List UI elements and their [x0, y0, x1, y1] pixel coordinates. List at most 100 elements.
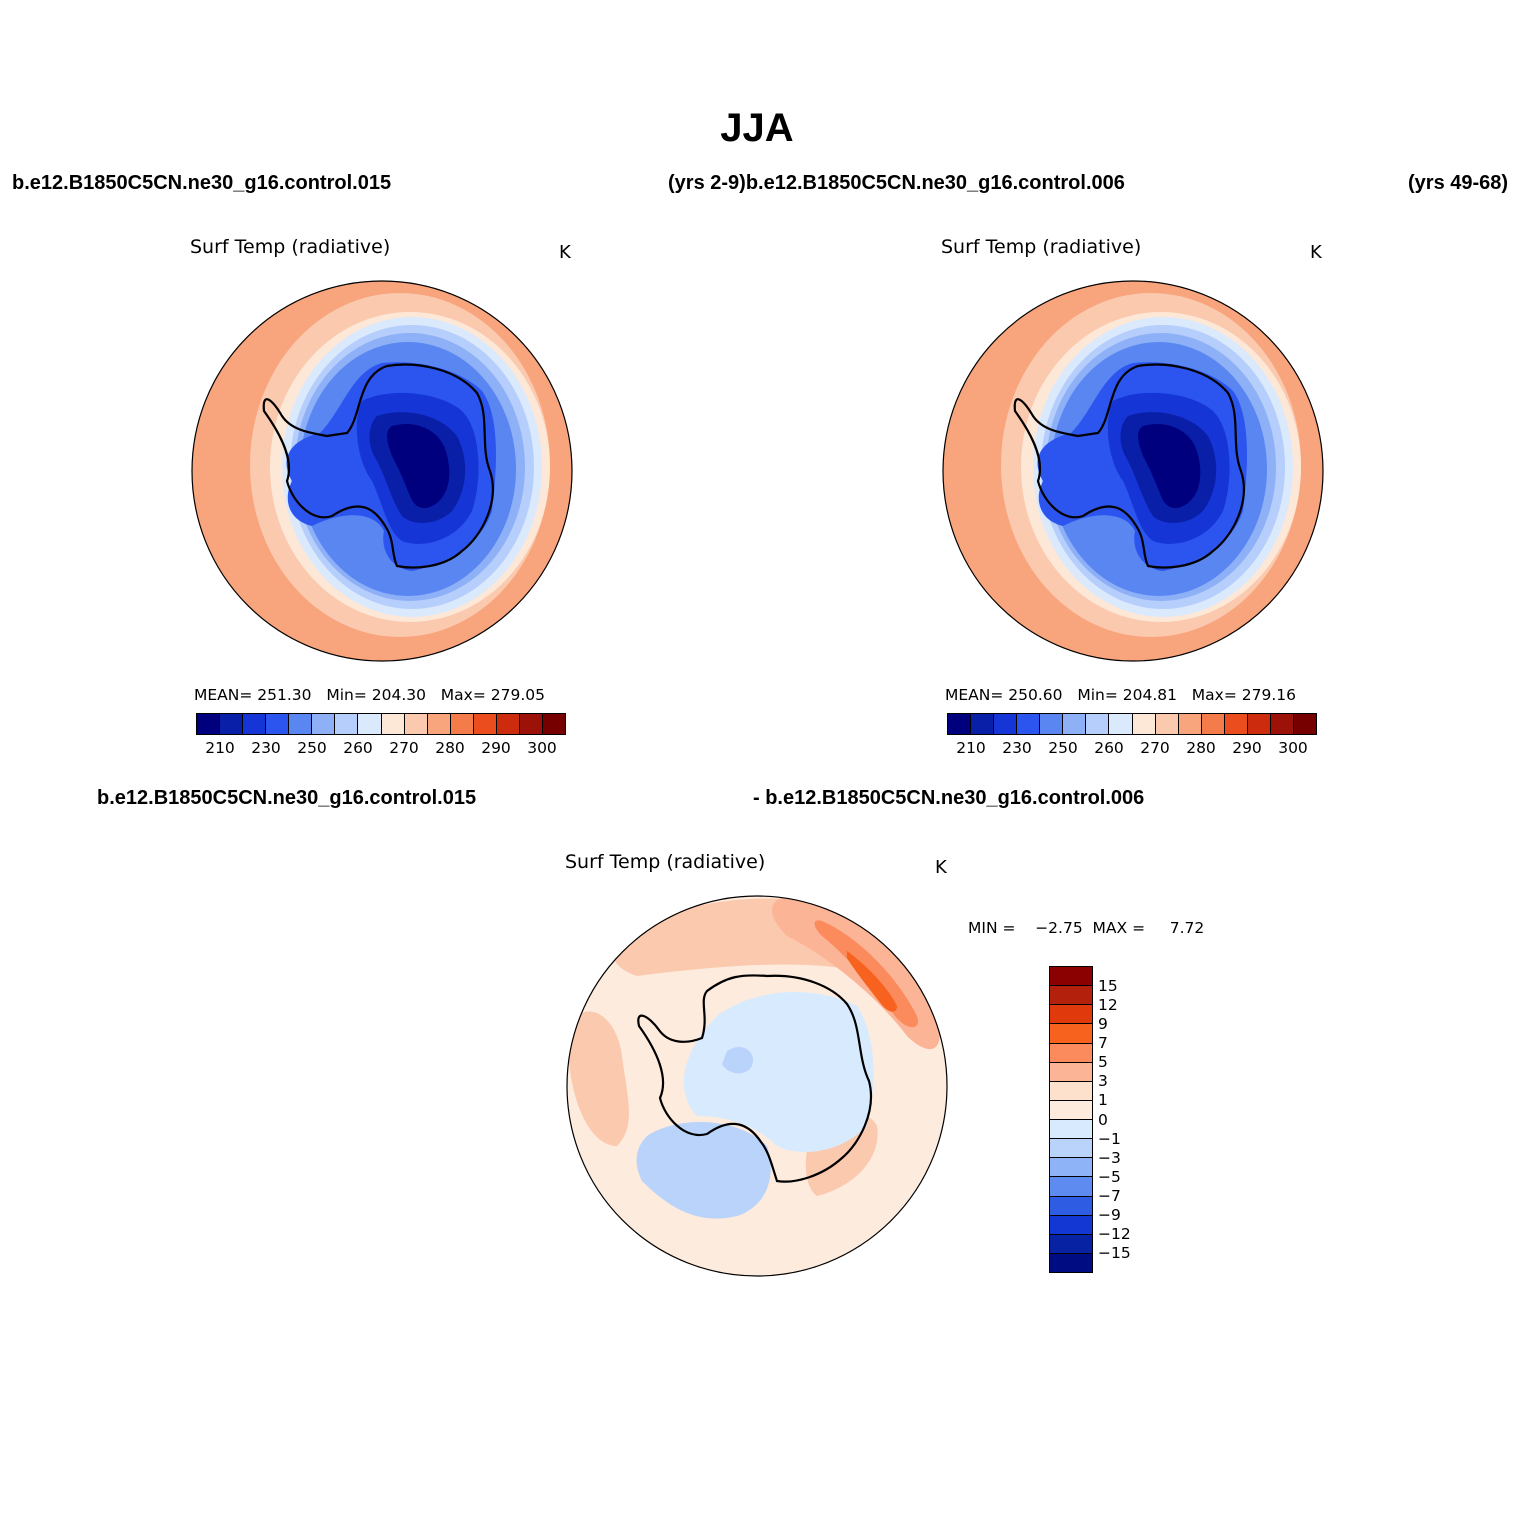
panel2-mean-value: 250.60	[1008, 686, 1063, 704]
panel2-colorbar-swatch	[1201, 714, 1225, 734]
diff-colorbar-swatch	[1050, 967, 1092, 987]
diff-colorbar-tick-label: −15	[1098, 1243, 1131, 1262]
diff-colorbar-swatch	[1050, 986, 1092, 1006]
panel1-colorbar-swatch	[358, 714, 382, 734]
panel1-map-border	[191, 280, 573, 662]
panel2-colorbar	[947, 713, 1317, 735]
diff-colorbar-tick-label: 5	[1098, 1053, 1108, 1072]
panel1-colorbar-swatch	[266, 714, 290, 734]
panel1-colorbar-swatch	[542, 714, 565, 734]
panel2-colorbar-tick-label: 210	[956, 739, 986, 757]
diff-colorbar-swatch	[1050, 1177, 1092, 1197]
diff-map-border	[566, 895, 948, 1277]
diff-colorbar-tick-label: −1	[1098, 1129, 1121, 1148]
panel2-colorbar-swatch	[948, 714, 972, 734]
panel1-colorbar-swatch	[312, 714, 336, 734]
panel2-colorbar-tick-label: 280	[1186, 739, 1216, 757]
panel1-colorbar-tick-label: 290	[481, 739, 511, 757]
diff-contour-neg3	[636, 1122, 771, 1219]
panel2-colorbar-tick-label: 230	[1002, 739, 1032, 757]
panel2-colorbar-swatch	[1178, 714, 1202, 734]
panel1-title: Surf Temp (radiative)	[190, 236, 391, 258]
panel1-max-label: Max=	[440, 686, 486, 704]
panel2-colorbar-swatch	[1109, 714, 1133, 734]
diff-colorbar-swatch	[1050, 1100, 1092, 1120]
panel2-colorbar-swatch	[1247, 714, 1271, 734]
panel1-colorbar-swatch	[427, 714, 451, 734]
diff-panel-units: K	[935, 857, 947, 878]
diff-stats: MIN = −2.75 MAX = 7.72	[968, 919, 1204, 937]
diff-colorbar-tick-label: 3	[1098, 1072, 1108, 1091]
diff-colorbar-swatch	[1050, 1005, 1092, 1025]
panel2-colorbar-swatch	[1132, 714, 1156, 734]
panel2-min-value: 204.81	[1122, 686, 1178, 704]
diff-colorbar-swatch	[1050, 1062, 1092, 1082]
diff-colorbar-tick-label: 15	[1098, 977, 1118, 996]
case-label-right: (yrs 49-68)	[1408, 172, 1509, 194]
panel2-colorbar-swatch	[1063, 714, 1087, 734]
diff-colorbar-swatch	[1050, 1158, 1092, 1178]
diff-colorbar-swatch	[1050, 1139, 1092, 1159]
diff-colorbar-tick-label: −7	[1098, 1186, 1121, 1205]
panel2-polar-map	[942, 280, 1324, 662]
panel2-max-label: Max=	[1191, 686, 1237, 704]
panel1-colorbar-swatch	[243, 714, 267, 734]
diff-colorbar	[1049, 966, 1093, 1273]
diff-polar-map	[566, 895, 948, 1277]
panel1-colorbar-swatch	[289, 714, 313, 734]
panel2-colorbar-tick-label: 260	[1094, 739, 1124, 757]
panel2-colorbar-swatch	[971, 714, 995, 734]
diff-colorbar-tick-label: −12	[1098, 1224, 1131, 1243]
panel2-colorbar-swatch	[1224, 714, 1248, 734]
panel1-colorbar-tick-label: 270	[389, 739, 419, 757]
panel1-min-label: Min=	[326, 686, 367, 704]
panel2-map-border	[942, 280, 1324, 662]
panel1-colorbar-tick-label: 260	[343, 739, 373, 757]
diff-contour-neg1-interior	[683, 992, 874, 1152]
panel2-colorbar-swatch	[1155, 714, 1179, 734]
diff-antarctica-coastline	[637, 974, 872, 1183]
diff-min-label: MIN =	[968, 919, 1016, 937]
case-label-middle: (yrs 2-9)b.e12.B1850C5CN.ne30_g16.contro…	[668, 172, 1125, 194]
panel1-colorbar-tick-label: 210	[205, 739, 235, 757]
panel2-colorbar-swatch	[994, 714, 1018, 734]
diff-panel-title: Surf Temp (radiative)	[565, 851, 766, 873]
panel1-colorbar	[196, 713, 566, 735]
panel2-antarctica-coastline	[1013, 363, 1245, 569]
panel2-contour-210	[1138, 423, 1201, 509]
panel1-mean-value: 251.30	[257, 686, 312, 704]
panel1-stats: MEAN= 251.30 Min= 204.30 Max= 279.05	[194, 686, 545, 704]
panel1-mean-label: MEAN=	[194, 686, 253, 704]
panel2-colorbar-tick-label: 250	[1048, 739, 1078, 757]
panel1-colorbar-swatch	[381, 714, 405, 734]
diff-colorbar-tick-label: −5	[1098, 1167, 1121, 1186]
panel1-max-value: 279.05	[490, 686, 546, 704]
panel1-colorbar-swatch	[519, 714, 543, 734]
panel1-units: K	[559, 242, 571, 263]
panel1-colorbar-swatch	[473, 714, 497, 734]
panel1-min-value: 204.30	[371, 686, 427, 704]
panel1-colorbar-swatch	[404, 714, 428, 734]
panel1-antarctica-coastline	[262, 363, 494, 569]
diff-colorbar-tick-label: −3	[1098, 1148, 1121, 1167]
diff-max-label: MAX =	[1092, 919, 1146, 937]
diff-case-label-left: b.e12.B1850C5CN.ne30_g16.control.015	[97, 787, 477, 809]
panel2-title: Surf Temp (radiative)	[941, 236, 1142, 258]
diff-contour-1-west	[567, 1011, 629, 1146]
panel1-colorbar-swatch	[220, 714, 244, 734]
diff-colorbar-tick-label: 0	[1098, 1110, 1108, 1129]
panel1-contour-210	[387, 423, 450, 509]
diff-colorbar-swatch	[1050, 1081, 1092, 1101]
panel2-colorbar-swatch	[1293, 714, 1316, 734]
panel2-min-label: Min=	[1077, 686, 1118, 704]
panel1-colorbar-tick-label: 300	[527, 739, 557, 757]
panel1-colorbar-tick-label: 250	[297, 739, 327, 757]
panel2-max-value: 279.16	[1241, 686, 1297, 704]
diff-contour-7	[847, 951, 897, 1012]
panel1-colorbar-swatch	[496, 714, 520, 734]
diff-colorbar-swatch	[1050, 1215, 1092, 1235]
diff-colorbar-tick-label: 9	[1098, 1015, 1108, 1034]
panel1-colorbar-swatch	[450, 714, 474, 734]
diff-colorbar-swatch	[1050, 1196, 1092, 1216]
diff-colorbar-tick-label: −9	[1098, 1205, 1121, 1224]
